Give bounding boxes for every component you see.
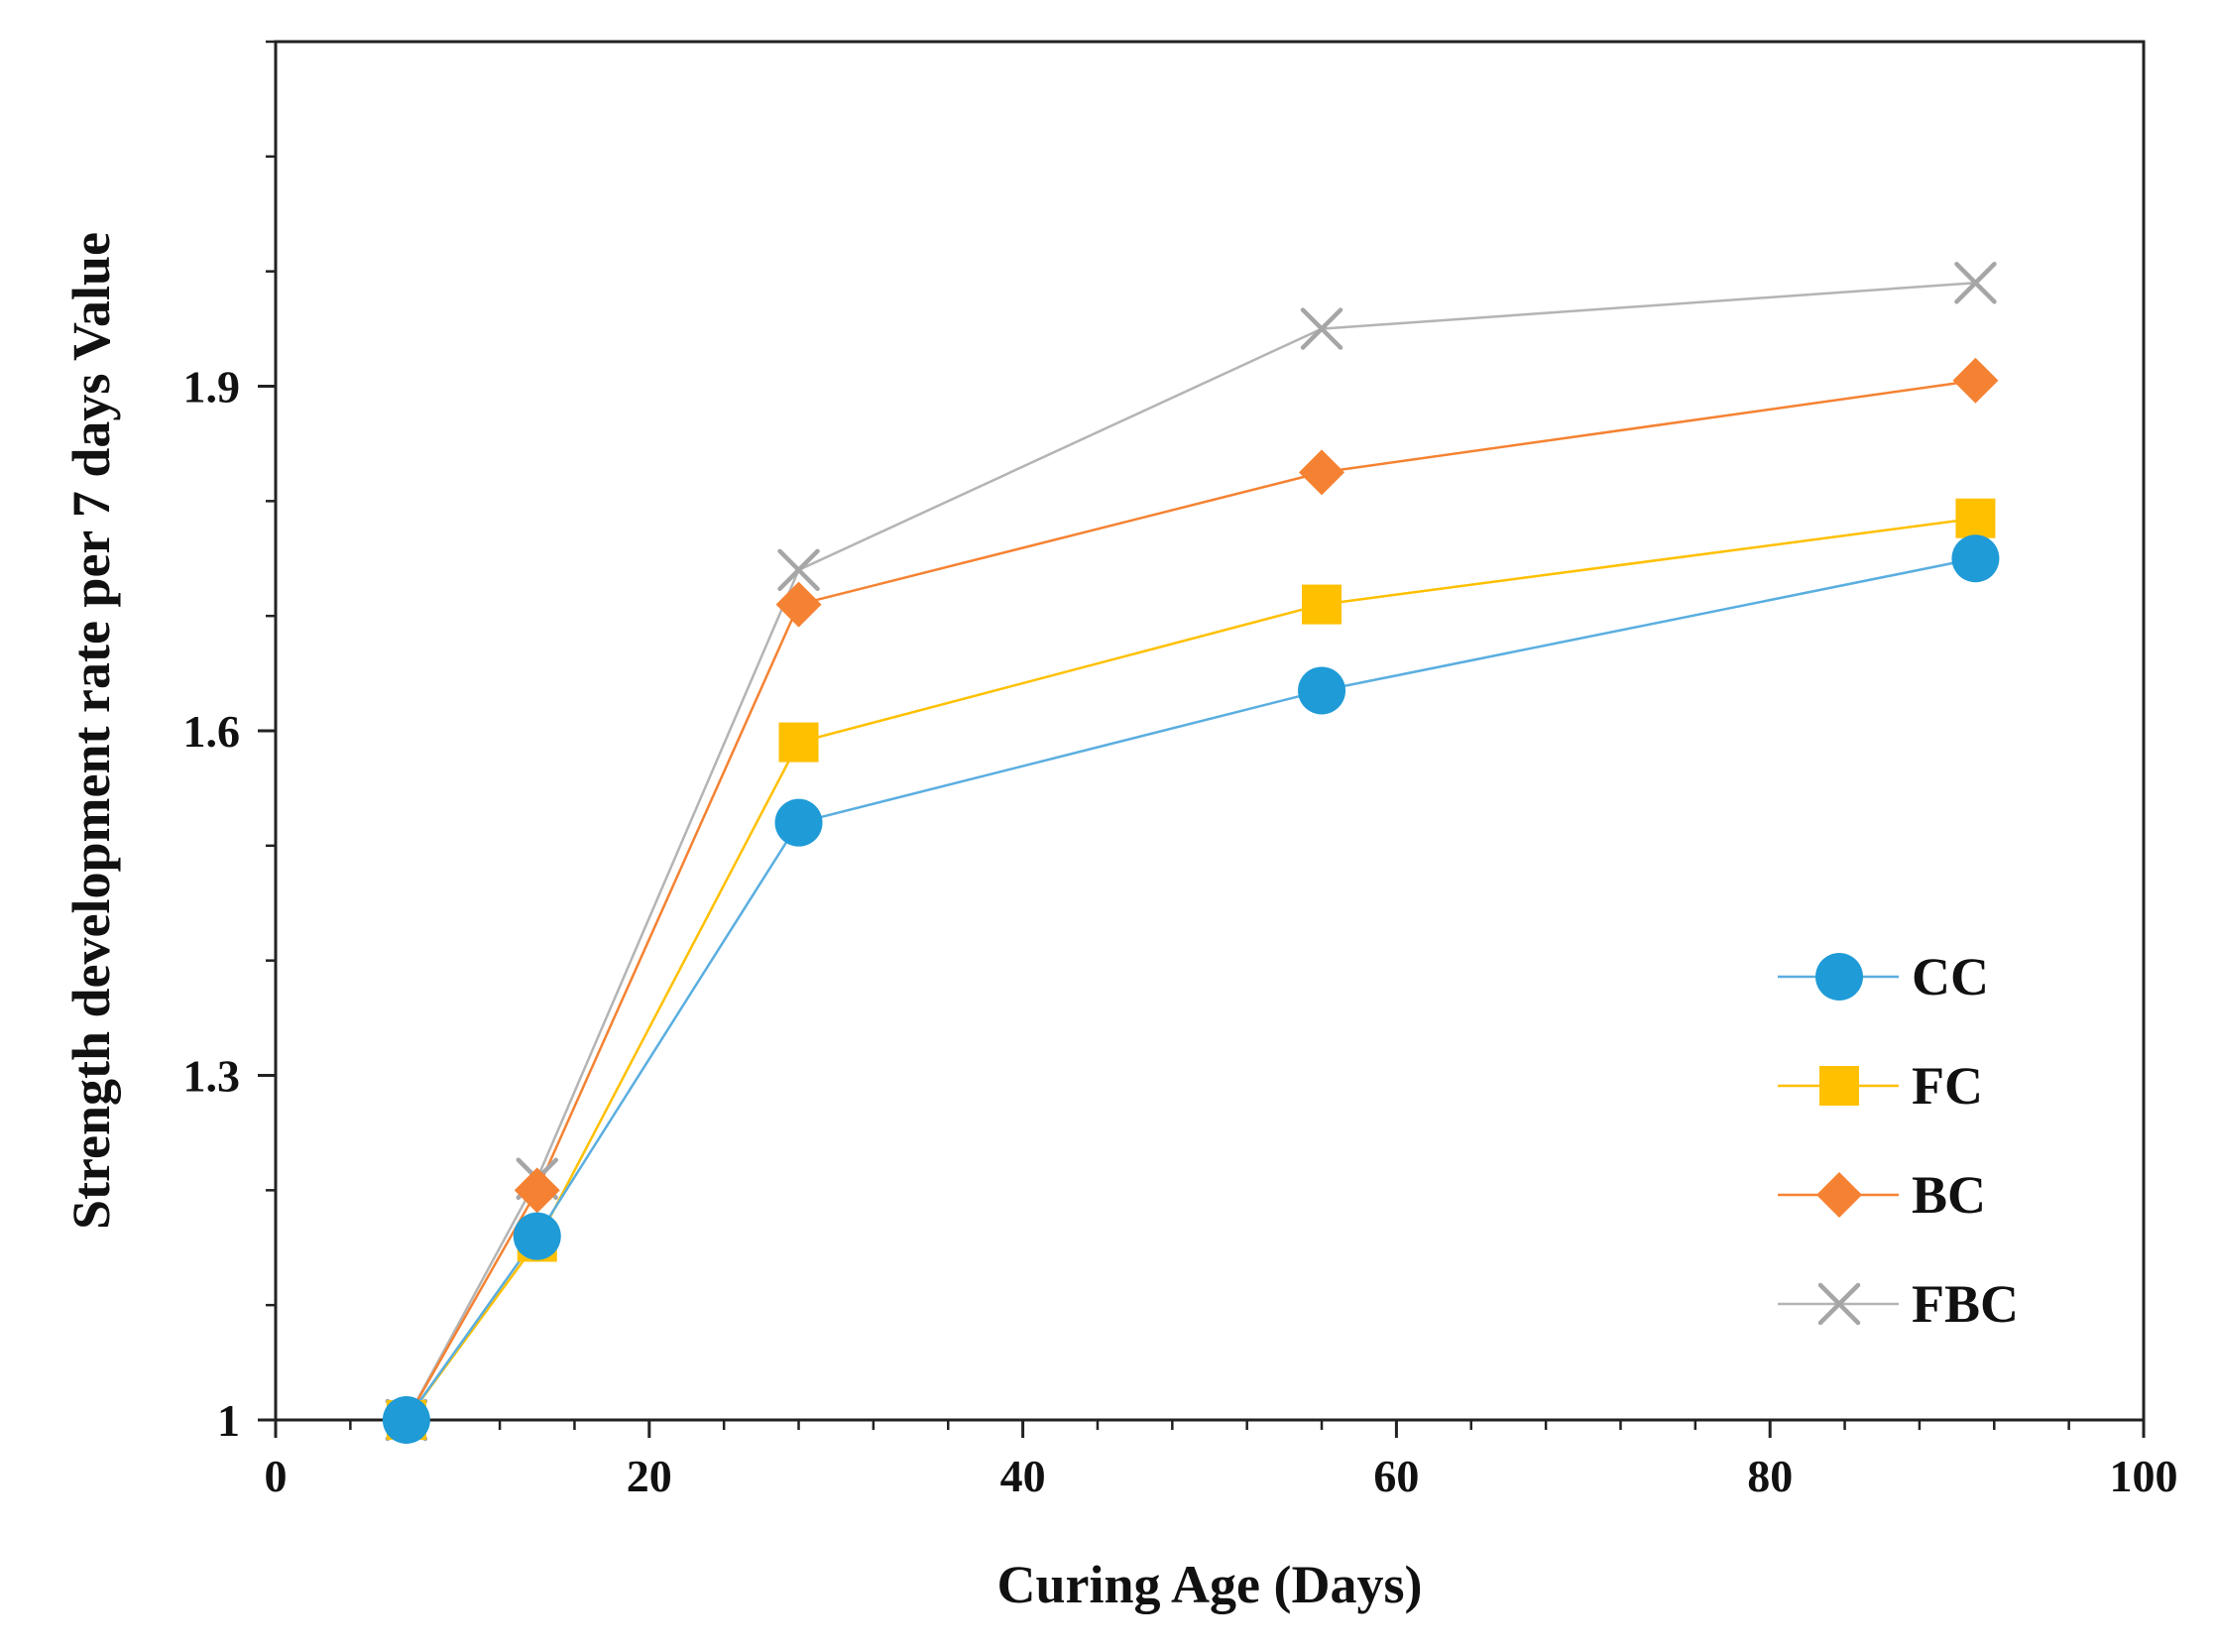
x-tick-label: 100 bbox=[2110, 1451, 2178, 1501]
legend: CC FC BC FBC bbox=[1778, 947, 2019, 1334]
data-point-bc bbox=[514, 1167, 560, 1214]
legend-marker-fbc bbox=[1817, 1282, 1861, 1326]
x-tick-label: 80 bbox=[1747, 1451, 1793, 1501]
data-point-fc bbox=[778, 722, 819, 763]
legend-label-bc: BC bbox=[1912, 1165, 1986, 1225]
x-tick-label: 40 bbox=[1000, 1451, 1046, 1501]
data-point-cc bbox=[1951, 534, 2000, 583]
legend-marker-fc bbox=[1819, 1066, 1859, 1106]
y-tick-label: 1.3 bbox=[183, 1051, 241, 1102]
y-tick-label: 1.6 bbox=[183, 706, 241, 757]
data-point-bc bbox=[1299, 449, 1345, 496]
legend-label-cc: CC bbox=[1912, 947, 1989, 1006]
data-point-fbc bbox=[1300, 307, 1343, 350]
data-point-bc bbox=[1952, 357, 1999, 404]
data-point-fc bbox=[1955, 498, 1996, 538]
data-point-cc bbox=[1298, 666, 1346, 715]
axis-ticks bbox=[258, 40, 2146, 1438]
y-axis-title: Strength development rate per 7 days Val… bbox=[61, 232, 121, 1230]
data-point-fc bbox=[1302, 584, 1342, 625]
x-axis-title: Curing Age (Days) bbox=[997, 1555, 1423, 1614]
x-tick-label: 0 bbox=[265, 1451, 288, 1501]
data-point-cc bbox=[513, 1212, 561, 1260]
data-point-fbc bbox=[1954, 262, 1997, 304]
data-point-cc bbox=[382, 1396, 430, 1444]
x-tick-label: 60 bbox=[1373, 1451, 1419, 1501]
plot-area bbox=[274, 40, 2146, 1422]
y-tick-label: 1 bbox=[217, 1395, 240, 1446]
y-tick-label: 1.9 bbox=[183, 362, 241, 413]
tick-labels: 0 20 40 60 80 100 1 1.3 1.6 1.9 bbox=[183, 362, 2178, 1502]
series-markers bbox=[382, 262, 2000, 1444]
legend-marker-bc bbox=[1816, 1172, 1862, 1218]
legend-marker-cc bbox=[1815, 953, 1863, 1001]
legend-label-fbc: FBC bbox=[1912, 1274, 2019, 1334]
legend-label-fc: FC bbox=[1912, 1056, 1983, 1116]
data-point-fbc bbox=[777, 548, 820, 592]
data-point-bc bbox=[775, 581, 822, 628]
data-point-cc bbox=[774, 798, 823, 847]
x-tick-label: 20 bbox=[627, 1451, 672, 1501]
